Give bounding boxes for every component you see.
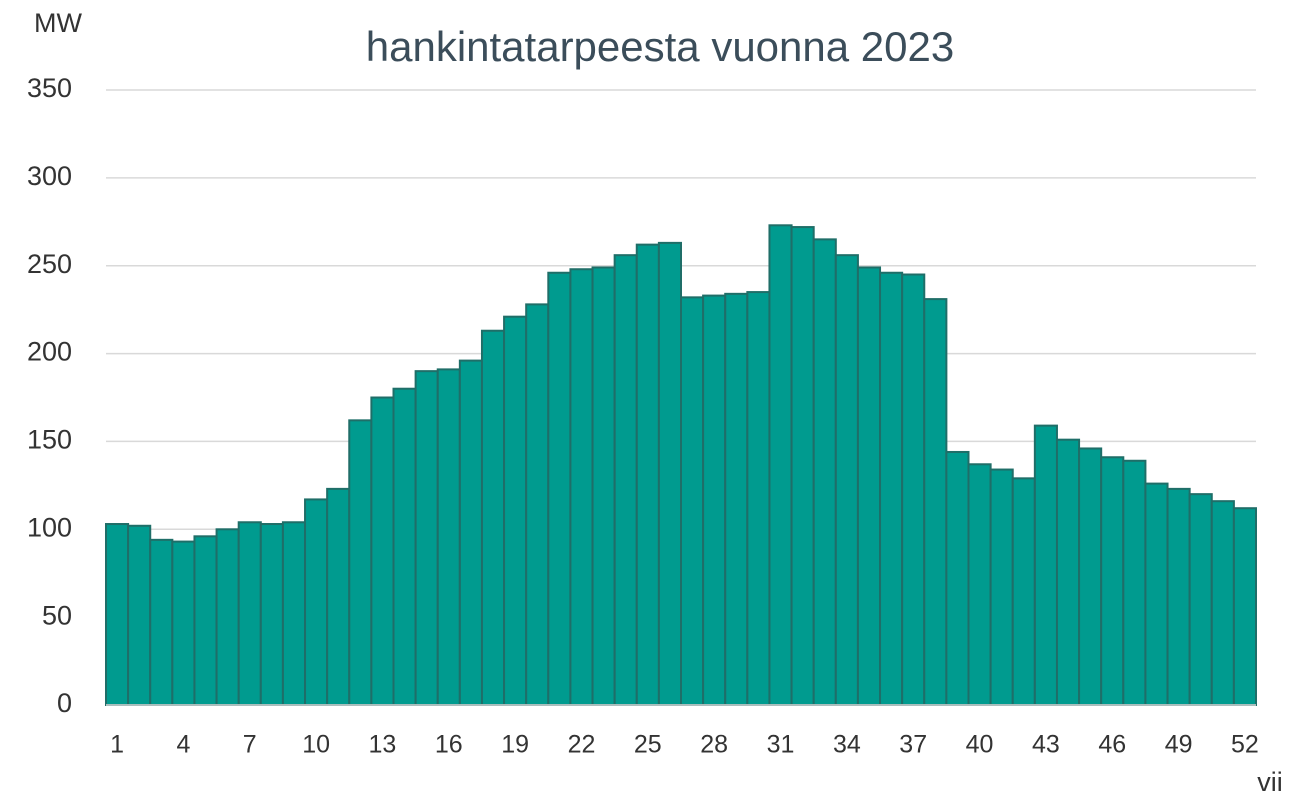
x-tick-label: 46 xyxy=(1098,731,1126,759)
y-tick-label: 200 xyxy=(27,337,72,367)
bar xyxy=(547,271,572,706)
chart-title: hankintatarpeesta vuonna 2023 xyxy=(366,23,954,70)
bar xyxy=(127,524,152,706)
bar xyxy=(768,224,793,707)
x-tick-label: 4 xyxy=(176,731,190,759)
bar xyxy=(923,298,948,706)
bar xyxy=(237,521,262,706)
bar xyxy=(171,540,196,706)
bar xyxy=(1166,487,1191,706)
x-tick-label: 1 xyxy=(110,731,124,759)
bar xyxy=(702,294,727,706)
x-tick-label: 52 xyxy=(1231,731,1259,759)
y-tick-label: 250 xyxy=(27,249,72,279)
x-tick-label: 25 xyxy=(634,731,662,759)
bar xyxy=(657,241,683,706)
bar xyxy=(613,254,638,707)
bar xyxy=(591,266,616,706)
bar xyxy=(812,238,837,706)
x-tick-label: 37 xyxy=(899,731,927,759)
bar xyxy=(193,535,218,706)
bar xyxy=(1100,456,1125,706)
bar xyxy=(105,523,130,706)
y-tick-label: 300 xyxy=(27,161,72,191)
bar xyxy=(370,396,395,706)
x-tick-label: 28 xyxy=(700,731,728,759)
bar xyxy=(304,498,329,706)
x-tick-label: 43 xyxy=(1032,731,1060,759)
bar xyxy=(525,303,550,706)
bar xyxy=(635,243,660,706)
bar xyxy=(348,419,373,706)
y-tick-label: 0 xyxy=(57,688,72,718)
y-tick-label: 50 xyxy=(42,600,72,630)
bar xyxy=(414,370,439,706)
x-tick-label: 19 xyxy=(501,731,529,759)
bar xyxy=(1210,500,1235,706)
bar xyxy=(503,315,528,706)
bar xyxy=(1144,482,1169,706)
bar xyxy=(1078,447,1103,706)
bar xyxy=(879,271,904,706)
x-tick-label: 22 xyxy=(568,731,596,759)
bar xyxy=(746,291,771,706)
bar xyxy=(458,359,483,706)
bar xyxy=(945,450,970,706)
bar xyxy=(901,273,926,706)
bar xyxy=(1122,459,1147,706)
bar xyxy=(1011,477,1036,707)
bar xyxy=(989,468,1014,706)
bar xyxy=(1232,507,1258,707)
bar xyxy=(480,329,506,706)
y-tick-label: 150 xyxy=(27,425,72,455)
y-axis-label: MW xyxy=(34,8,82,38)
bar xyxy=(1188,493,1213,706)
y-tick-label: 350 xyxy=(27,73,72,103)
bar xyxy=(790,226,815,707)
x-tick-label: 40 xyxy=(966,731,994,759)
bar xyxy=(149,538,174,706)
x-tick-label: 7 xyxy=(243,731,257,759)
bar xyxy=(436,368,461,706)
x-tick-label: 34 xyxy=(833,731,861,759)
bar xyxy=(834,254,859,707)
bar xyxy=(1033,424,1058,706)
bar xyxy=(967,463,992,706)
x-tick-label: 13 xyxy=(369,731,397,759)
bar xyxy=(724,292,749,706)
bar xyxy=(281,521,307,706)
bar xyxy=(680,296,705,706)
x-tick-label: 49 xyxy=(1165,731,1193,759)
x-tick-label: 10 xyxy=(302,731,330,759)
bar xyxy=(569,268,594,706)
y-tick-label: 100 xyxy=(27,512,72,542)
bar xyxy=(259,523,284,706)
x-tick-label: 31 xyxy=(767,731,795,759)
bar xyxy=(1055,438,1081,706)
bar xyxy=(326,487,351,706)
bar xyxy=(392,387,417,706)
bar xyxy=(856,266,882,706)
x-tick-label: 16 xyxy=(435,731,463,759)
x-axis-label: vii xyxy=(1257,767,1283,797)
bar xyxy=(215,528,240,706)
